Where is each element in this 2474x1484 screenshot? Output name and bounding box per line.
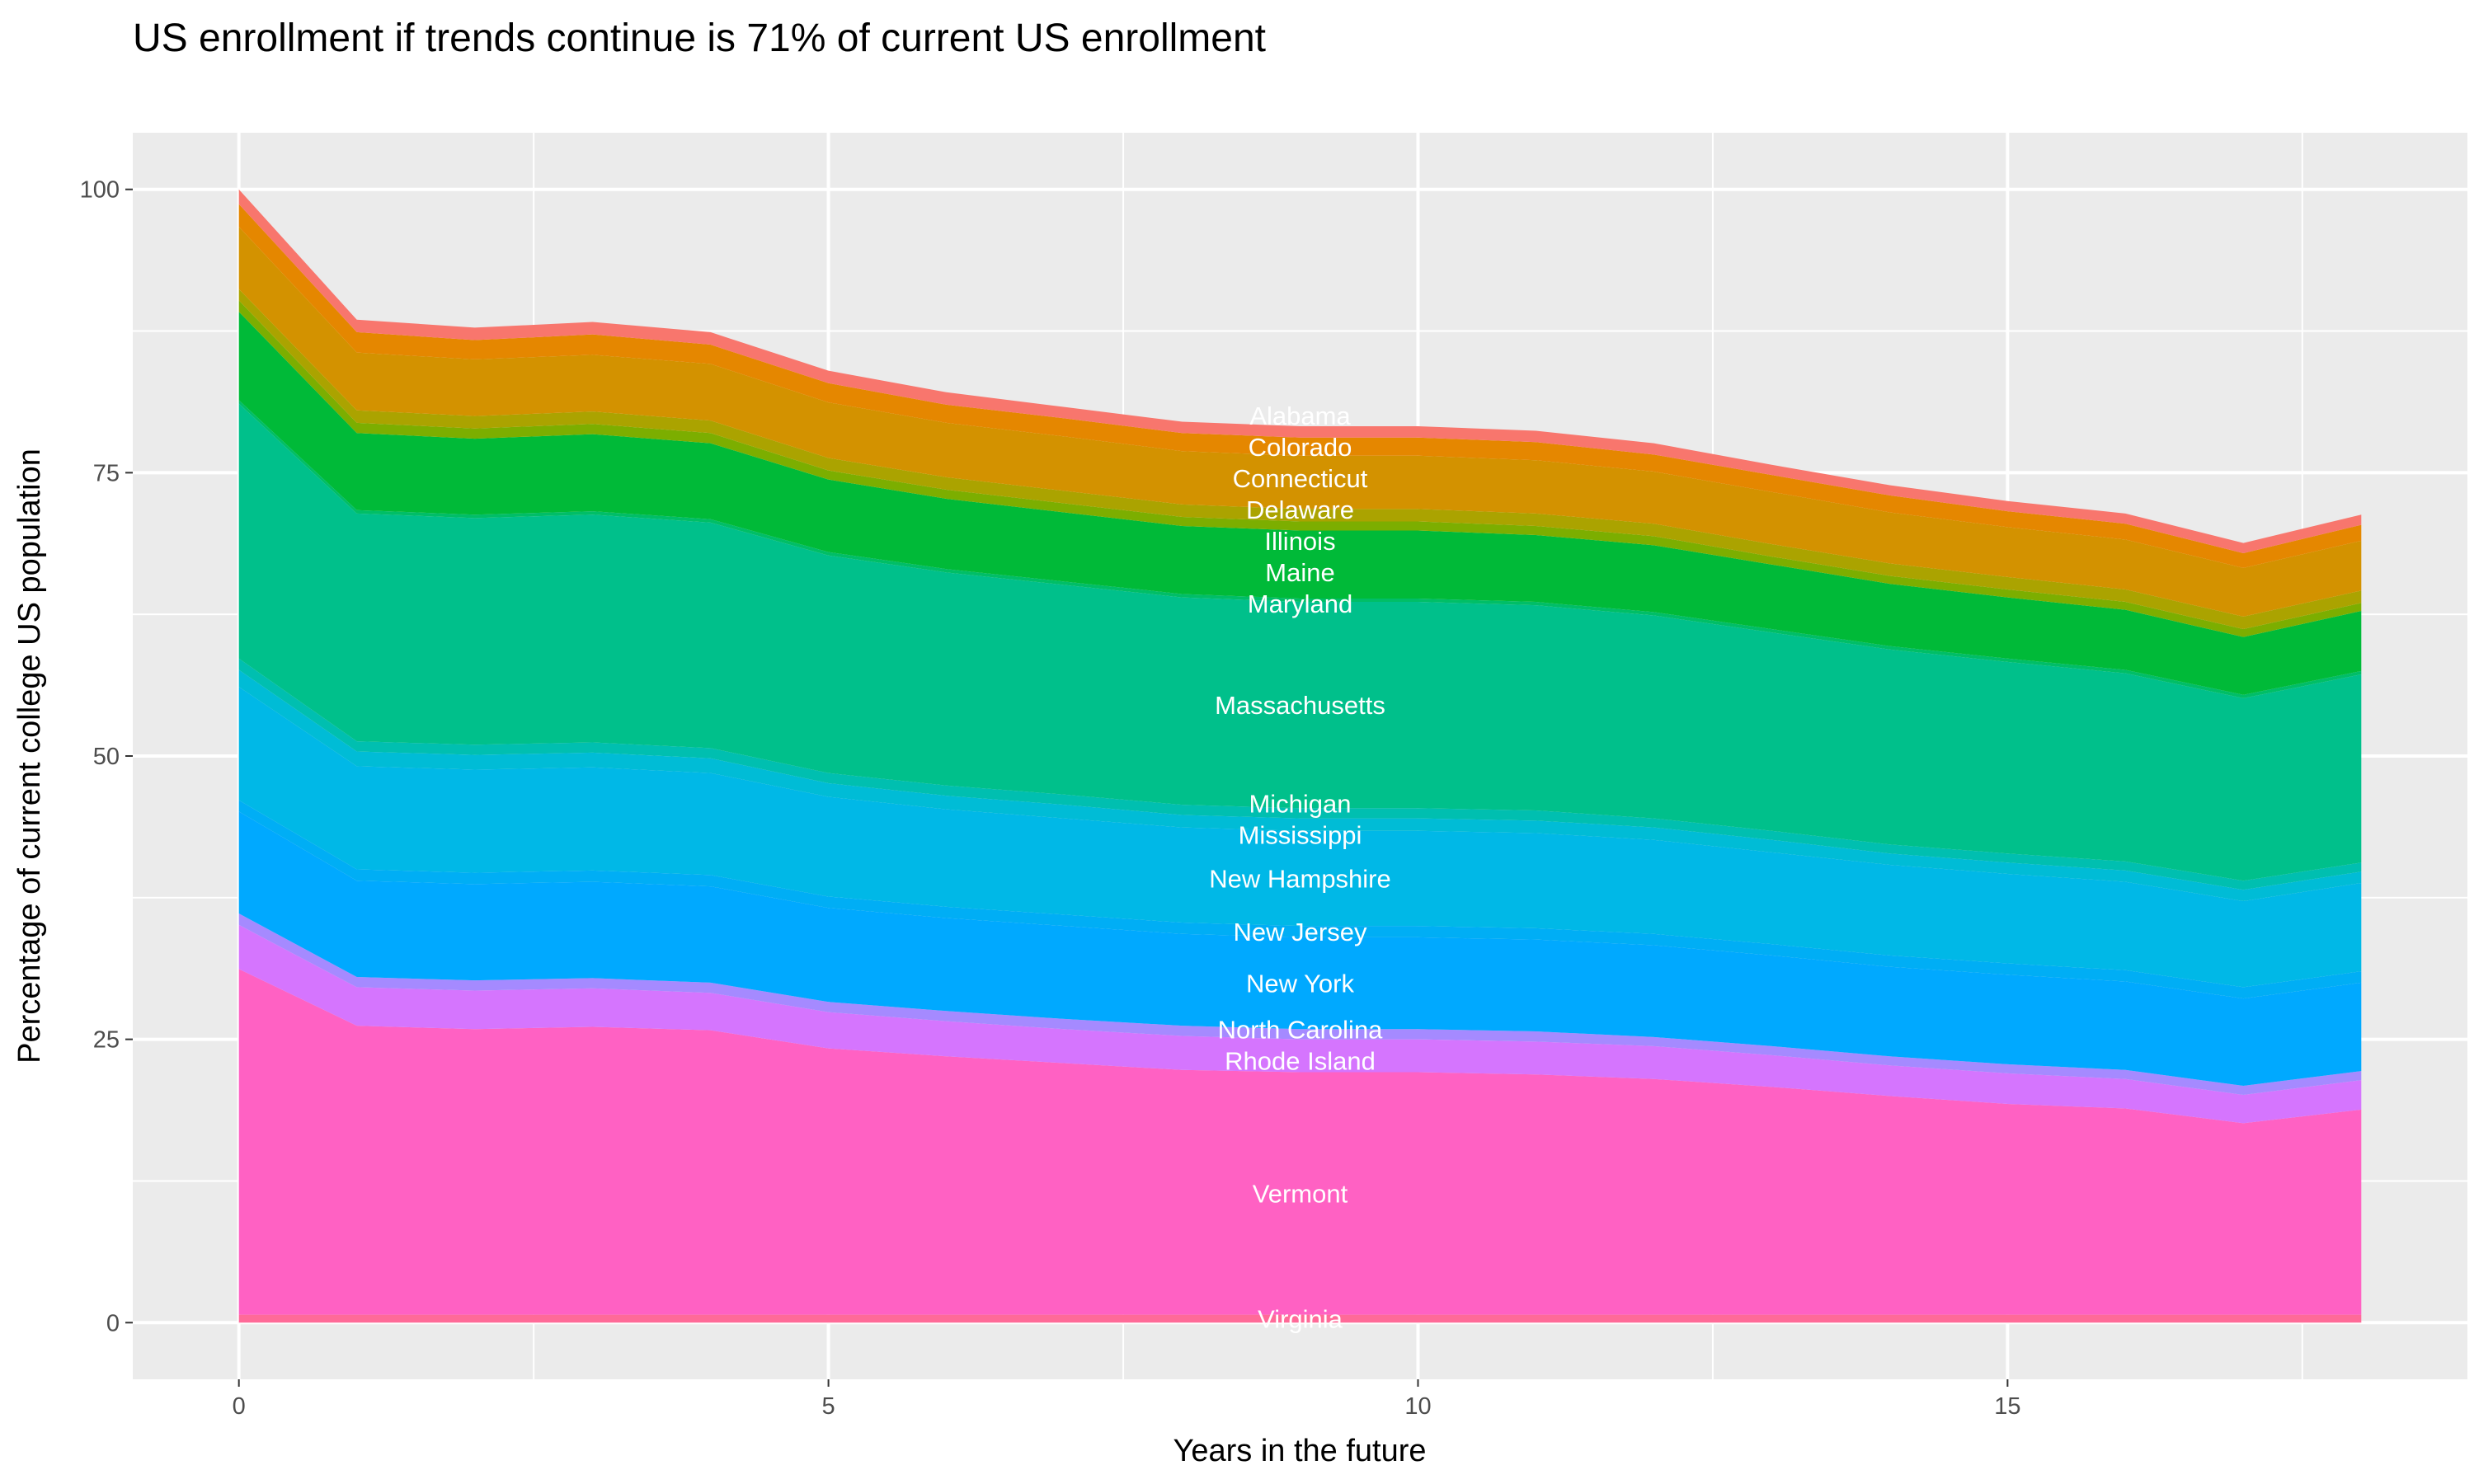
label-connecticut: Connecticut bbox=[1233, 464, 1368, 493]
x-tick-label: 15 bbox=[1994, 1393, 2020, 1420]
label-alabama: Alabama bbox=[1249, 402, 1351, 430]
area-new-hampshire bbox=[238, 687, 2362, 988]
area-massachusetts bbox=[238, 403, 2362, 881]
area-new-jersey bbox=[238, 800, 2362, 999]
y-tick-label: 100 bbox=[80, 177, 120, 204]
label-north-carolina: North Carolina bbox=[1218, 1015, 1384, 1044]
label-new-york: New York bbox=[1246, 970, 1354, 998]
area-new-york bbox=[238, 811, 2362, 1086]
label-new-jersey: New Jersey bbox=[1234, 918, 1367, 946]
label-illinois: Illinois bbox=[1264, 527, 1335, 556]
y-tick-label: 50 bbox=[93, 744, 120, 770]
label-michigan: Michigan bbox=[1249, 789, 1351, 818]
label-new-hampshire: New Hampshire bbox=[1209, 864, 1391, 893]
y-tick-label: 75 bbox=[93, 460, 120, 486]
area-virginia bbox=[238, 1314, 2362, 1323]
label-virginia: Virginia bbox=[1258, 1304, 1343, 1333]
label-colorado: Colorado bbox=[1249, 433, 1352, 462]
y-tick-label: 0 bbox=[106, 1310, 120, 1336]
area-colorado bbox=[238, 204, 2362, 568]
area-delaware bbox=[238, 289, 2362, 630]
x-axis-title: Years in the future bbox=[1173, 1434, 1426, 1468]
x-tick-label: 10 bbox=[1404, 1393, 1431, 1420]
area-mississippi bbox=[238, 669, 2362, 901]
area-michigan bbox=[238, 658, 2362, 890]
chart-title: US enrollment if trends continue is 71% … bbox=[133, 16, 1266, 60]
area-connecticut bbox=[238, 227, 2362, 617]
label-massachusetts: Massachusetts bbox=[1215, 691, 1385, 720]
label-vermont: Vermont bbox=[1253, 1180, 1348, 1209]
area-vermont bbox=[238, 969, 2362, 1315]
area-layers bbox=[238, 189, 2362, 1323]
y-axis-title: Percentage of current college US populat… bbox=[12, 448, 47, 1064]
x-tick-label: 5 bbox=[822, 1393, 835, 1420]
y-tick-label: 25 bbox=[93, 1027, 120, 1054]
x-tick-label: 0 bbox=[233, 1393, 246, 1420]
label-delaware: Delaware bbox=[1246, 495, 1354, 524]
area-rhode-island bbox=[238, 924, 2362, 1124]
label-maine: Maine bbox=[1265, 558, 1334, 587]
label-mississippi: Mississippi bbox=[1239, 820, 1362, 849]
axes: 0 5 10 15 0 25 50 75 100 bbox=[80, 177, 2021, 1420]
area-maine bbox=[238, 312, 2362, 695]
label-rhode-island: Rhode Island bbox=[1225, 1047, 1376, 1076]
area-north-carolina bbox=[238, 913, 2362, 1095]
label-maryland: Maryland bbox=[1248, 589, 1353, 618]
